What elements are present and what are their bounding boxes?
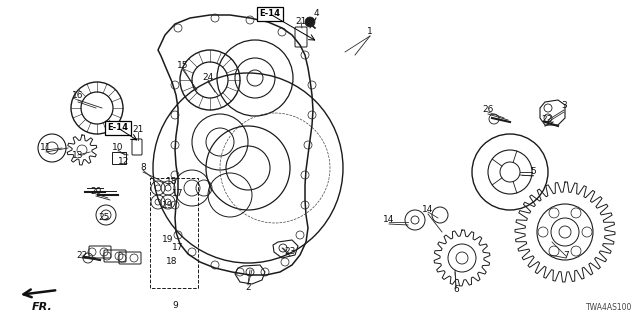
Text: 21: 21 — [295, 17, 307, 26]
Text: 23: 23 — [284, 247, 296, 257]
Text: 14: 14 — [422, 205, 434, 214]
Text: 15: 15 — [177, 61, 189, 70]
Text: 2: 2 — [245, 284, 251, 292]
Text: 25: 25 — [99, 213, 109, 222]
Circle shape — [305, 17, 315, 27]
Text: 17: 17 — [172, 244, 184, 252]
Text: 18: 18 — [166, 177, 178, 186]
Text: 16: 16 — [72, 92, 84, 100]
Text: 4: 4 — [313, 10, 319, 19]
Text: 6: 6 — [453, 285, 459, 294]
Text: E-14: E-14 — [259, 10, 280, 19]
Text: 19: 19 — [163, 236, 173, 244]
Text: 19: 19 — [163, 202, 173, 211]
Text: 24: 24 — [202, 74, 214, 83]
Text: TWA4AS100: TWA4AS100 — [586, 303, 632, 312]
Text: 9: 9 — [172, 301, 178, 310]
Text: 11: 11 — [40, 143, 52, 153]
Text: 20: 20 — [90, 188, 102, 196]
Text: 21: 21 — [132, 125, 144, 134]
Text: 10: 10 — [112, 143, 124, 153]
Text: 13: 13 — [72, 150, 84, 159]
Text: 3: 3 — [561, 100, 567, 109]
Text: 22: 22 — [76, 251, 88, 260]
Text: 5: 5 — [530, 167, 536, 177]
Text: 18: 18 — [166, 258, 178, 267]
Text: 7: 7 — [563, 251, 569, 260]
Text: 12: 12 — [118, 157, 130, 166]
Text: FR.: FR. — [31, 302, 52, 312]
Text: 26: 26 — [483, 106, 493, 115]
Text: 14: 14 — [383, 215, 395, 225]
Text: E-14: E-14 — [108, 124, 129, 132]
Text: 17: 17 — [172, 188, 184, 197]
Text: 8: 8 — [140, 164, 146, 172]
Text: 22: 22 — [541, 116, 552, 124]
Text: 1: 1 — [367, 28, 373, 36]
